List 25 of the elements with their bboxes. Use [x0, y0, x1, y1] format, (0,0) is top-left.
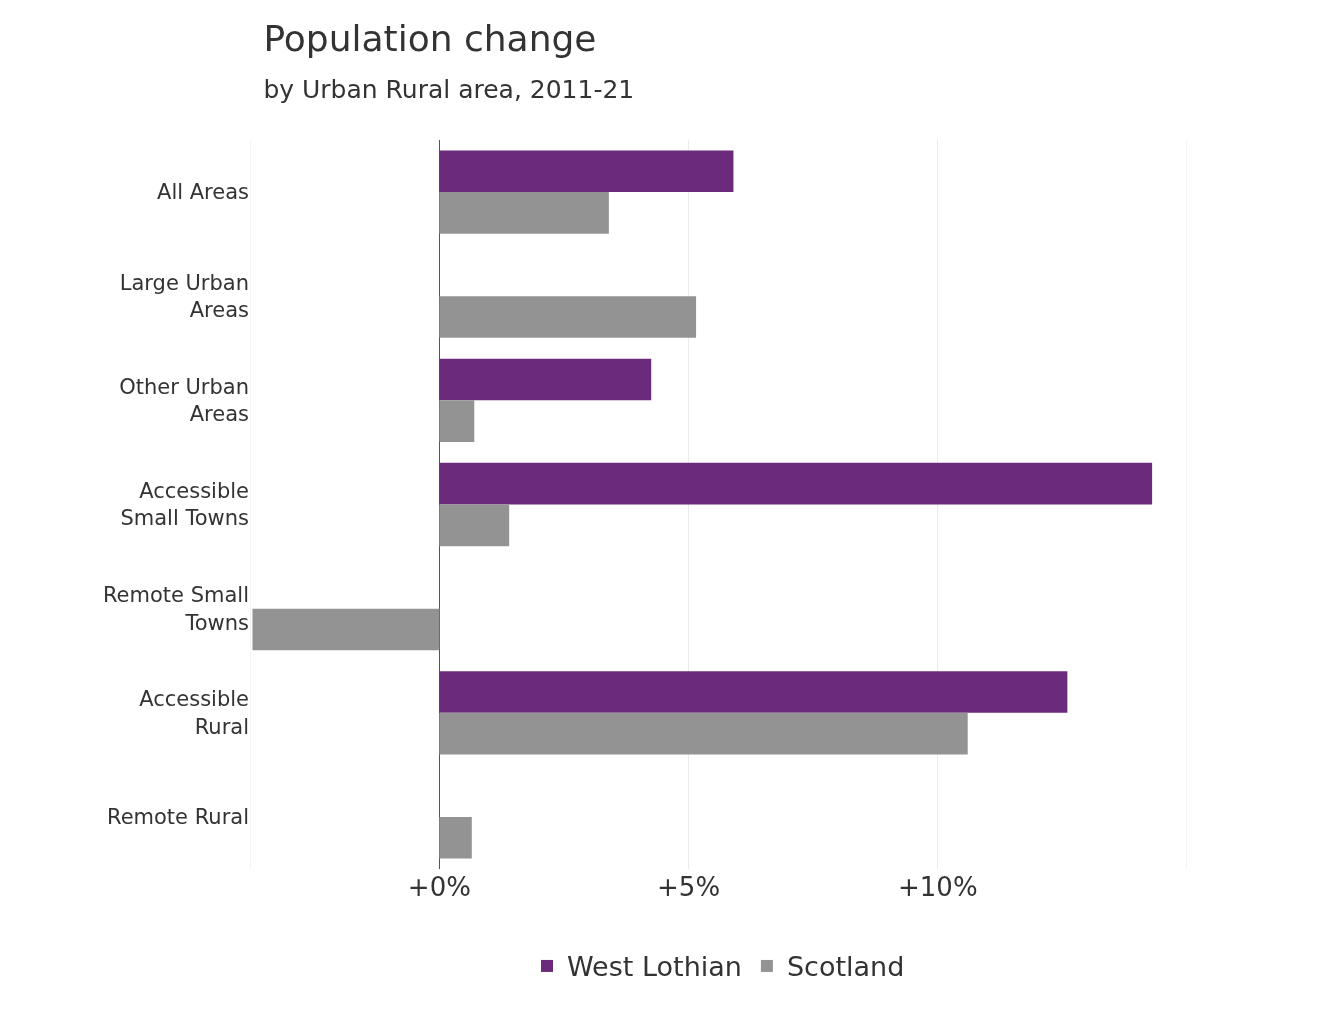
y-tick-label: Accessible Rural: [139, 687, 249, 739]
chart-title: Population change: [263, 17, 597, 59]
y-tick-label: Accessible Small Towns: [120, 479, 249, 531]
bar: [439, 816, 472, 859]
bar: [439, 358, 652, 401]
y-tick-label: Other Urban Areas: [119, 375, 249, 427]
bar: [439, 504, 510, 547]
y-tick-label: Remote Rural: [107, 805, 249, 830]
bar: [439, 192, 609, 234]
y-tick-label: Large Urban Areas: [119, 270, 249, 323]
y-tick-label: Remote Small Towns: [102, 583, 249, 635]
legend-label: West Lothian: [567, 951, 742, 983]
bar: [439, 150, 734, 193]
x-tick-label: +5%: [657, 872, 721, 902]
x-tick-label: +0%: [407, 872, 471, 902]
bar: [439, 296, 697, 338]
x-tick-label: +10%: [898, 872, 978, 902]
bar: [439, 712, 968, 755]
bar: [439, 671, 1068, 713]
chart-subtitle: by Urban Rural area, 2011-21: [263, 74, 635, 104]
bar: [439, 462, 1153, 505]
legend-label: Scotland: [786, 951, 905, 983]
y-tick-label: All Areas: [157, 180, 249, 205]
bar: [439, 400, 475, 443]
bar: [252, 608, 440, 651]
